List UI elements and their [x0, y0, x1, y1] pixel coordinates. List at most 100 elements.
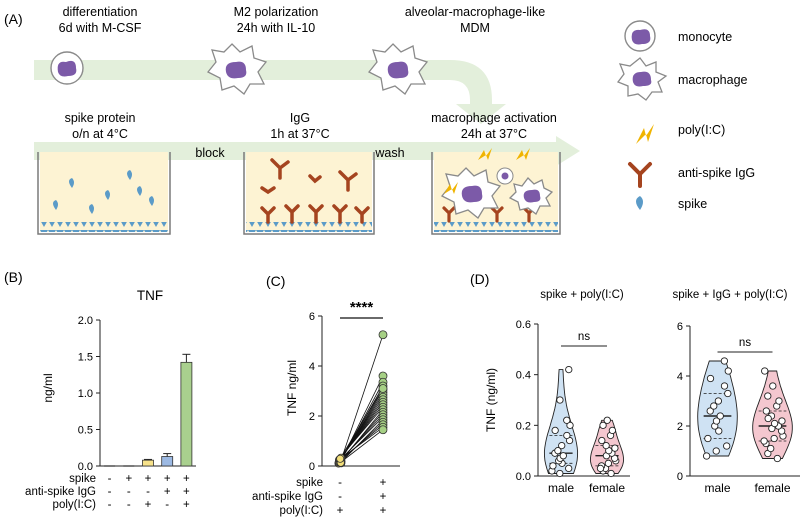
panel-d-right-point: [778, 417, 786, 425]
panel-d-left-point: [604, 459, 613, 467]
panel-b-label: (B): [4, 269, 23, 285]
panel-d-right-point: [778, 427, 786, 435]
panel-b-sign: +: [164, 473, 171, 485]
panel-c-ylabel: TNF ng/ml: [285, 360, 299, 416]
panel-d-right-point: [716, 412, 724, 420]
panel-c-pair-line: [339, 334, 384, 464]
panel-d-left-y-tick-label: 0.2: [516, 420, 531, 432]
panel-d-left-point: [551, 426, 559, 435]
panel-d-right-point: [723, 442, 731, 450]
panel-b-sign: -: [108, 499, 112, 511]
step-polarization-line2: 24h with IL-10: [237, 21, 316, 35]
panel-c-paired-chart: 0 2 4 6 ****: [309, 299, 400, 473]
legend-polyic-label: poly(I:C): [678, 123, 725, 137]
panel-d-right-point: [770, 434, 778, 443]
panel-d-right-y-tick-label: 0: [677, 471, 683, 483]
panel-c-y-tick-label: 4: [309, 361, 315, 373]
panel-d-left-point: [563, 416, 571, 424]
panel-c-y-tick-label: 0: [309, 461, 315, 473]
well-spike: [37, 152, 171, 235]
panel-b-row-label: poly(I:C): [53, 499, 97, 511]
panel-d-right-point: [706, 374, 715, 383]
panel-c-sign: +: [337, 505, 344, 517]
panel-b-y-tick-label: 0.5: [78, 425, 93, 437]
panel-b-sign: -: [127, 499, 131, 511]
panel-b-sign: +: [183, 486, 190, 498]
panel-b-y-tick-label: 0.0: [78, 461, 93, 473]
panel-d-left-point: [598, 436, 606, 445]
legend-monocyte-icon: [624, 20, 656, 52]
panel-d-ylabel: TNF (ng/ml): [484, 368, 498, 432]
panel-c-sign: +: [380, 505, 387, 517]
legend-igg-label: anti-spike IgG: [678, 166, 755, 180]
panel-b-y-tick-label: 2.0: [78, 315, 93, 327]
step-mdm-line2: MDM: [460, 21, 490, 35]
step-polarization-line1: M2 polarization: [234, 5, 319, 19]
panel-d-left-y-tick-label: 0.4: [516, 370, 531, 382]
panel-d-right-y-tick-label: 2: [677, 421, 683, 433]
panel-d-left-point: [558, 441, 566, 450]
legend-macrophage-label: macrophage: [678, 73, 748, 87]
panel-d-right-point: [773, 454, 782, 463]
panel-d-left-x-tick-label: male: [548, 481, 574, 495]
panel-c-point-after: [378, 384, 388, 393]
panel-b-sign: -: [165, 499, 169, 511]
panel-d-left-title: spike + poly(I:C): [540, 289, 624, 301]
panel-b-sign: -: [108, 486, 112, 498]
panel-c-condition-table: spike - + anti-spike IgG - + poly(I:C) + +: [252, 477, 387, 517]
panel-d-right-point: [706, 407, 714, 415]
panel-b-bar: [180, 361, 193, 467]
panel-c-point-before: [336, 454, 345, 463]
panel-d-right-point: [720, 357, 729, 365]
panel-c-significance-label: ****: [350, 299, 374, 316]
panel-c-row-label: spike: [296, 477, 323, 489]
panel-d-left-point: [565, 365, 573, 374]
legend-spike-icon: [636, 196, 643, 210]
panel-d-right-point: [724, 367, 732, 375]
panel-d-left-x-tick-label: female: [589, 481, 625, 495]
panel-d-right-point: [720, 382, 729, 390]
panel-b-y-tick-label: 1.0: [78, 388, 93, 400]
legend-polyic-icon: [636, 124, 654, 144]
panel-d-right-y-tick-label: 6: [677, 321, 683, 333]
panel-c-row-label: poly(I:C): [280, 505, 324, 517]
panel-d-right-point: [769, 382, 777, 390]
macrophage-mdm-icon: [367, 43, 429, 95]
panel-d-right-point: [775, 397, 783, 405]
step-spike-line1: spike protein: [65, 111, 136, 125]
panel-b-bar: [161, 456, 174, 467]
panel-b-sign: +: [145, 473, 152, 485]
panel-c-point-after: [378, 425, 388, 435]
panel-d-right-x-tick-label: male: [704, 481, 730, 495]
panel-d-left-point: [565, 464, 573, 473]
panel-c-y-tick-label: 2: [309, 411, 315, 423]
panel-d-left-point: [563, 431, 571, 440]
panel-d-right-point: [712, 417, 721, 425]
panel-d-right-y-tick-label: 4: [677, 371, 683, 383]
panel-d-right-ns-label: ns: [739, 337, 751, 349]
panel-c-pair-line: [339, 388, 384, 459]
step-differentiation-line2: 6d with M-CSF: [59, 21, 142, 35]
panel-d-right-point: [710, 402, 718, 410]
panel-c-row-label: anti-spike IgG: [252, 491, 323, 503]
panel-d-left-point: [554, 447, 562, 455]
panel-c-sign: -: [338, 491, 342, 503]
panel-b-row-label: anti-spike IgG: [25, 486, 96, 498]
panel-d-label: (D): [470, 271, 489, 287]
panel-b-sign: +: [164, 486, 171, 498]
panel-b-condition-table: spike - + + + +anti-spike IgG - - - + +poly(I:C) - -…: [25, 473, 190, 511]
panel-b-sign: -: [146, 486, 150, 498]
panel-d-right-point: [724, 389, 732, 398]
panel-d-left-point: [559, 452, 567, 460]
panel-a-label: (A): [4, 11, 23, 27]
panel-d-left-violin: 0.0 0.2 0.4 0.6 male female ns: [516, 319, 630, 495]
panel-d-right-title: spike + IgG + poly(I:C): [672, 289, 787, 301]
panel-d-left-y-tick-label: 0.0: [516, 471, 531, 483]
panel-b-y-tick-label: 1.5: [78, 352, 93, 364]
step-igg-line2: 1h at 37°C: [270, 127, 329, 141]
panel-c-sign: +: [380, 477, 387, 489]
well-igg: [243, 152, 375, 235]
panel-c-sign: +: [380, 491, 387, 503]
panel-d-right-violin-male: [697, 360, 738, 457]
macrophage-icon: [206, 43, 268, 95]
